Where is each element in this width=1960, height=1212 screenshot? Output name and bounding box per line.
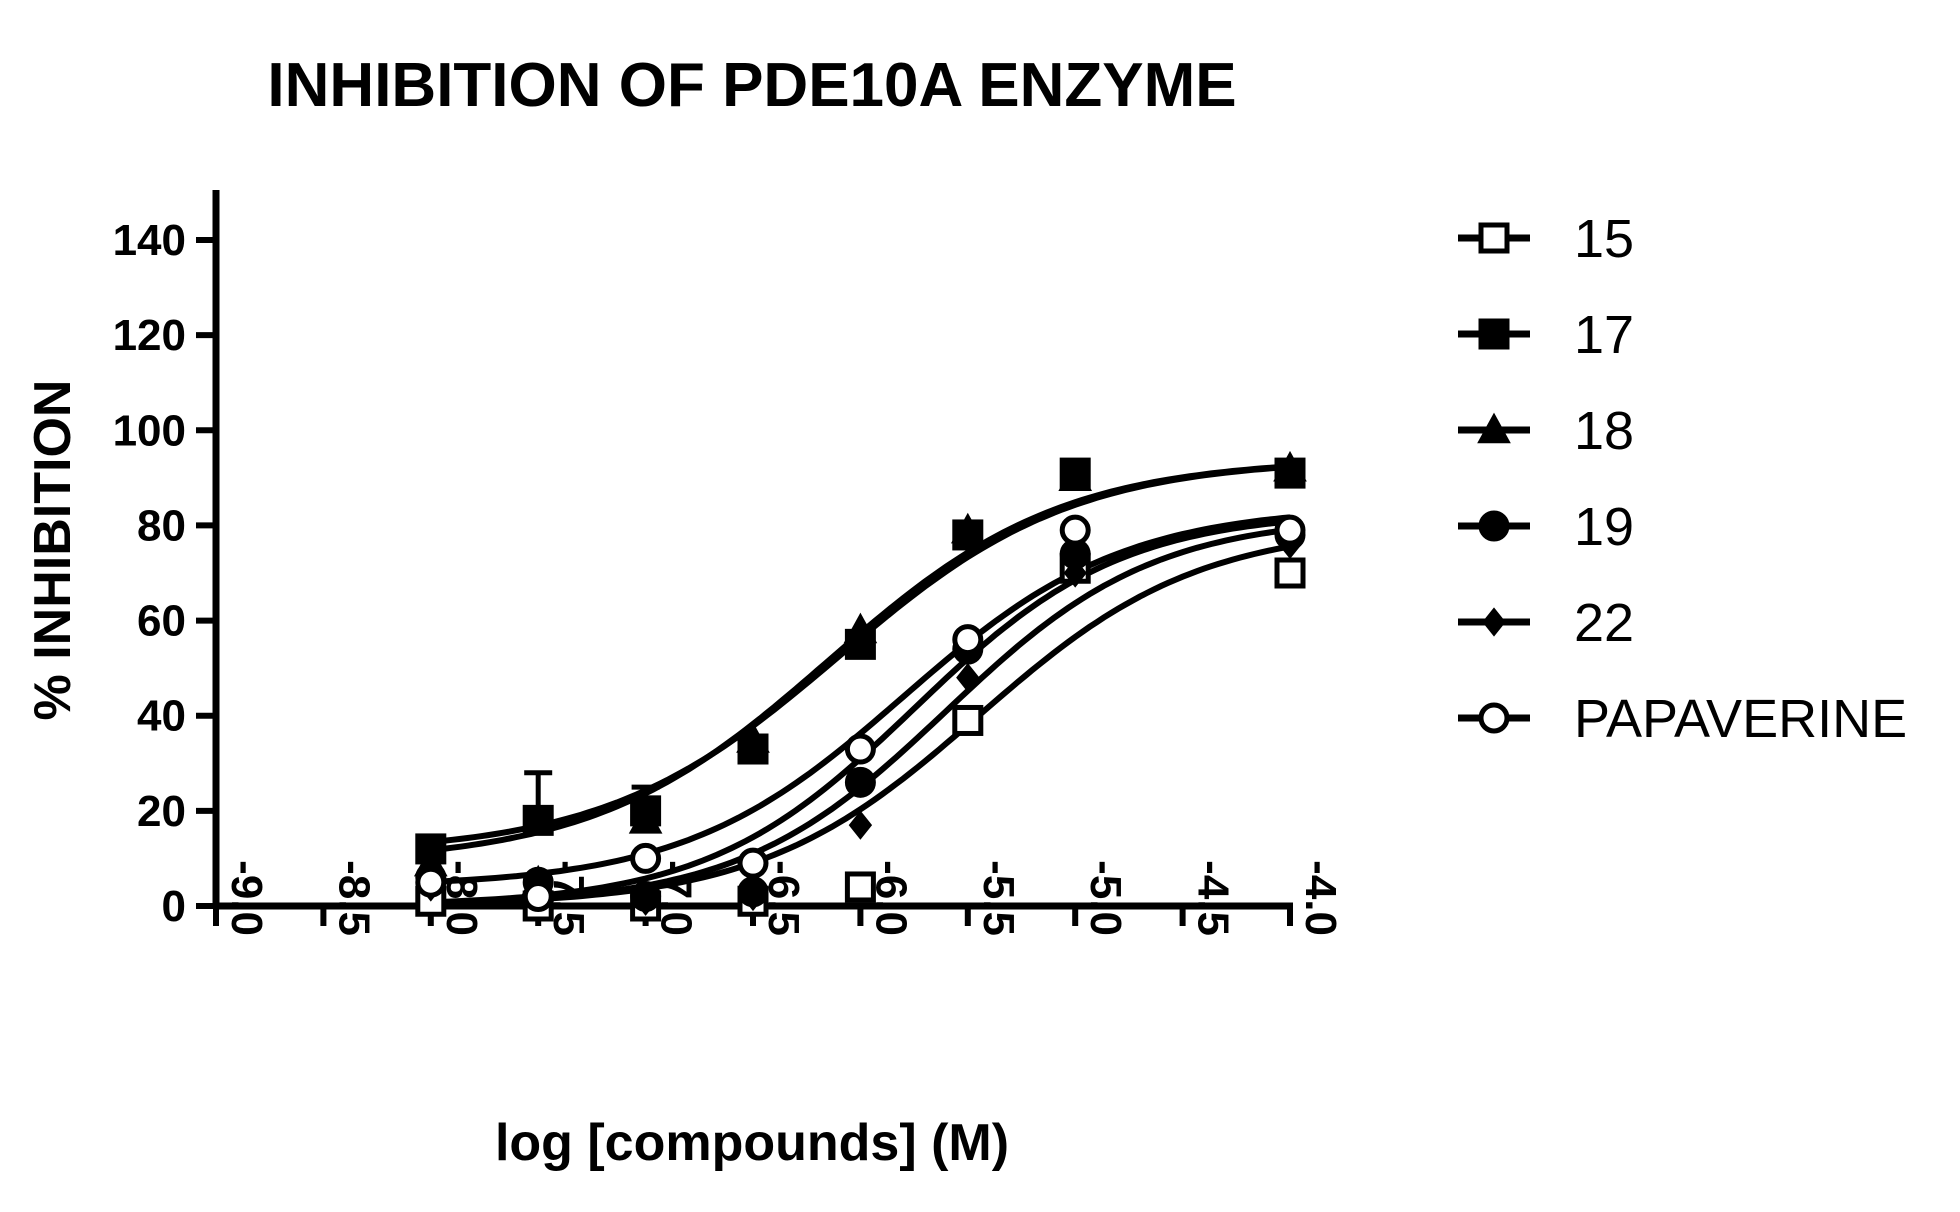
legend-label-papaverine: PAPAVERINE bbox=[1574, 689, 1907, 749]
data-point-22 bbox=[633, 886, 658, 916]
data-point-22 bbox=[848, 810, 873, 840]
legend-marker-17 bbox=[1478, 318, 1510, 350]
x-axis-label: log [compounds] (M) bbox=[495, 1114, 1009, 1172]
data-point-18 bbox=[1273, 450, 1307, 482]
legend-marker-papaverine bbox=[1478, 702, 1510, 734]
data-point-15 bbox=[1274, 557, 1306, 589]
y-tick-label: 20 bbox=[137, 787, 186, 836]
y-tick-label: 100 bbox=[113, 406, 186, 455]
data-point-papaverine bbox=[415, 866, 447, 898]
data-point-18 bbox=[1058, 460, 1093, 492]
legend-label-19: 19 bbox=[1574, 497, 1634, 557]
legend-label-15: 15 bbox=[1574, 209, 1634, 269]
legend-label-17: 17 bbox=[1574, 305, 1634, 365]
legend-marker-18 bbox=[1477, 412, 1511, 444]
data-point-18 bbox=[736, 722, 770, 753]
data-point-papaverine bbox=[1274, 514, 1306, 546]
data-point-papaverine bbox=[737, 847, 769, 879]
fit-curve-papaverine bbox=[430, 514, 1291, 885]
data-point-18 bbox=[950, 512, 985, 544]
data-point-papaverine bbox=[1059, 514, 1091, 546]
data-point-17 bbox=[522, 804, 554, 836]
data-point-papaverine bbox=[844, 733, 876, 765]
data-point-papaverine bbox=[952, 624, 984, 656]
x-tick-label: -9.0 bbox=[222, 860, 271, 936]
data-point-18 bbox=[843, 612, 878, 644]
legend-marker-19 bbox=[1478, 510, 1510, 542]
data-point-22 bbox=[741, 881, 765, 912]
x-tick-label: -4.5 bbox=[1189, 860, 1238, 936]
y-tick-label: 0 bbox=[162, 882, 186, 931]
y-tick-label: 120 bbox=[113, 311, 186, 360]
data-point-15 bbox=[952, 704, 984, 736]
data-point-22 bbox=[1063, 558, 1087, 588]
fit-curve-19 bbox=[430, 518, 1291, 906]
legend-marker-15 bbox=[1478, 222, 1510, 254]
x-tick-label: -4.0 bbox=[1296, 860, 1345, 936]
y-tick-label: 140 bbox=[113, 216, 186, 265]
data-point-papaverine bbox=[522, 880, 554, 912]
legend-marker-22 bbox=[1482, 607, 1506, 637]
x-tick-label: -5.0 bbox=[1081, 860, 1130, 936]
legend: 15 17 18 19 22 PAPAVERINE bbox=[1458, 209, 1907, 749]
y-tick-label: 40 bbox=[137, 692, 186, 741]
data-point-19 bbox=[844, 766, 876, 798]
y-tick-label: 60 bbox=[137, 597, 186, 646]
data-point-15 bbox=[844, 871, 876, 903]
legend-label-18: 18 bbox=[1574, 401, 1634, 461]
x-tick-label: -8.5 bbox=[329, 860, 378, 936]
fit-curve-15 bbox=[430, 543, 1291, 907]
y-axis-label: % INHIBITION bbox=[24, 380, 82, 721]
chart-title: INHIBITION OF PDE10A ENZYME bbox=[267, 51, 1236, 120]
data-point-papaverine bbox=[630, 842, 662, 874]
y-tick-label: 80 bbox=[137, 501, 186, 550]
data-point-18 bbox=[628, 802, 663, 834]
data-point-22 bbox=[956, 663, 980, 693]
legend-label-22: 22 bbox=[1574, 593, 1634, 653]
x-tick-label: -5.5 bbox=[974, 860, 1023, 936]
